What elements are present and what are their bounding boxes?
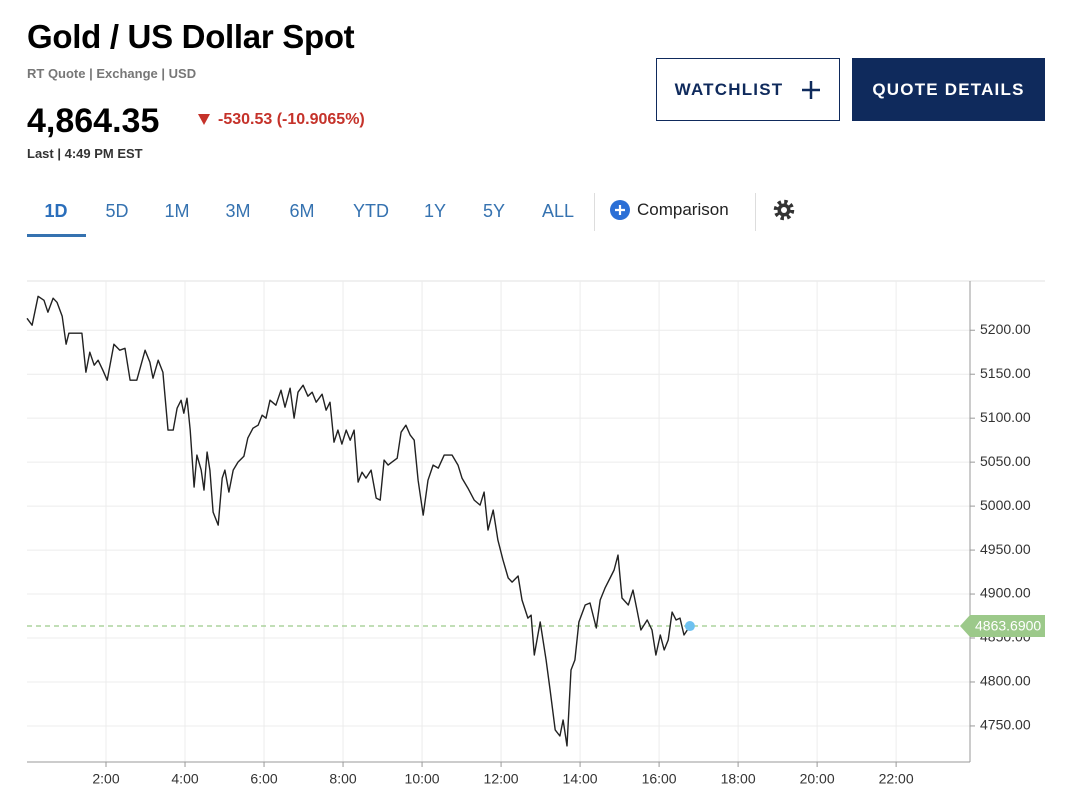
x-tick-label: 6:00 (250, 771, 277, 787)
plus-icon (802, 80, 821, 99)
y-tick-label: 5000.00 (980, 497, 1031, 513)
last-point (684, 621, 695, 632)
y-tick-label: 4900.00 (980, 585, 1031, 601)
down-arrow (198, 114, 210, 125)
reference-tag (960, 614, 1045, 637)
x-tick-label: 22:00 (879, 771, 914, 787)
button-label: QUOTE DETAILS (872, 79, 1025, 99)
price-line (26, 295, 691, 747)
range-tab[interactable]: 1Y (423, 201, 447, 221)
watchlist-button[interactable]: WATCHLIST (656, 58, 840, 121)
price: 4,864.35 (27, 102, 160, 140)
last-time: Last | 4:49 PM EST (27, 146, 143, 161)
range-tab[interactable]: 3M (225, 201, 251, 221)
y-tick-label: 5150.00 (980, 365, 1031, 381)
y-tick-label: 5100.00 (980, 409, 1031, 425)
separator (755, 193, 756, 231)
price-change: -530.53 (-10.9065%) (218, 111, 365, 128)
x-tick-label: 12:00 (484, 771, 519, 787)
y-tick-label: 5050.00 (980, 453, 1031, 469)
quote-details-button[interactable]: QUOTE DETAILS (852, 58, 1045, 121)
comparison-icon[interactable] (609, 199, 631, 221)
x-tick-label: 10:00 (405, 771, 440, 787)
y-tick-label: 4750.00 (980, 717, 1031, 733)
separator (594, 193, 595, 231)
range-tab[interactable]: 5D (105, 201, 129, 221)
comparison-button[interactable]: Comparison (637, 200, 729, 219)
x-tick-label: 2:00 (92, 771, 119, 787)
active-tab-underline (27, 234, 86, 237)
settings-icon[interactable] (772, 198, 796, 222)
reference-label: 4863.6900 (975, 618, 1041, 634)
button-label: WATCHLIST (674, 79, 784, 99)
range-tab[interactable]: ALL (541, 201, 575, 221)
x-tick-label: 20:00 (800, 771, 835, 787)
x-tick-label: 16:00 (642, 771, 677, 787)
range-tab[interactable]: 1D (44, 201, 68, 221)
y-tick-label: 4800.00 (980, 673, 1031, 689)
x-tick-label: 8:00 (329, 771, 356, 787)
subtitle: RT Quote | Exchange | USD (27, 66, 197, 81)
x-tick-label: 14:00 (563, 771, 598, 787)
range-tab[interactable]: 5Y (482, 201, 506, 221)
x-tick-label: 18:00 (721, 771, 756, 787)
range-tab[interactable]: YTD (353, 201, 389, 221)
range-tab[interactable]: 6M (289, 201, 315, 221)
title: Gold / US Dollar Spot (27, 18, 355, 55)
y-tick-label: 4950.00 (980, 541, 1031, 557)
x-tick-label: 4:00 (171, 771, 198, 787)
y-tick-label: 5200.00 (980, 321, 1031, 337)
range-tab[interactable]: 1M (164, 201, 190, 221)
